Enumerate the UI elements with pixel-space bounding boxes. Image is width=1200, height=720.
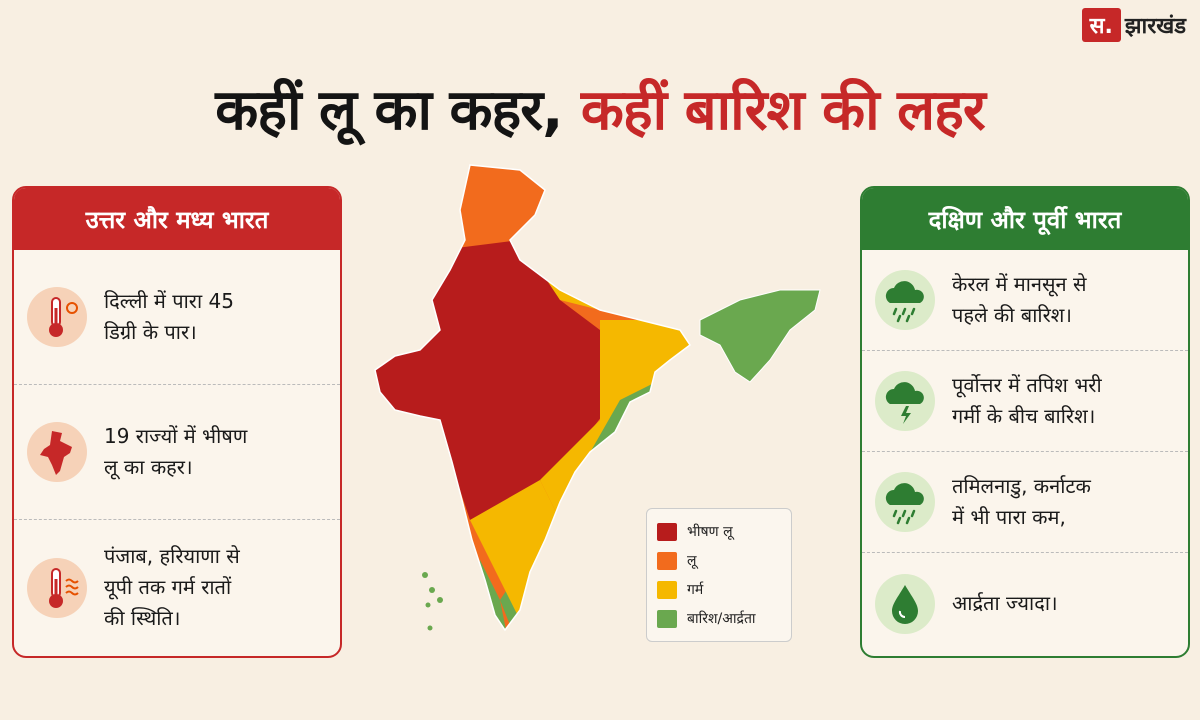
icon [875,472,935,532]
map-outline [374,164,692,632]
item-text: केरल में मानसून से पहले की बारिश। [952,269,1087,331]
title-part: कहीं बारिश की लहर [580,78,986,143]
text-line: केरल में मानसून से [952,272,1087,296]
text-line: लू का कहर। [104,455,193,479]
legend-entry: लू [657,546,781,575]
right-panel: दक्षिण और पूर्वी भारत केरल में मानसून से… [860,186,1190,658]
item: केरल में मानसून से पहले की बारिश। [862,250,1188,351]
text-line: आर्द्रता ज्यादा। [952,591,1058,615]
title-part: कहीं लू का कहर, [215,78,563,143]
islands [422,572,443,631]
text-line: पहले की बारिश। [952,303,1072,327]
icon [27,287,87,347]
logo: स. झारखंड [1081,8,1186,42]
title: कहीं लू का कहर, कहीं बारिश की लहर [0,70,1200,146]
icon [27,422,87,482]
text-line: डिग्री के पार। [104,320,197,344]
map [374,164,821,632]
item-text: तमिलनाडु, कर्नाटक में भी पारा कम, [952,471,1091,533]
legend-swatch [657,522,677,541]
icon [875,573,935,634]
legend-entry: भीषण लू [657,517,781,546]
text-line: की स्थिति। [104,606,181,630]
legend-label: गर्म [687,582,704,598]
item: आर्द्रता ज्यादा। [862,553,1188,654]
text-line: तमिलनाडु, कर्नाटक [952,474,1091,498]
icon [875,371,935,431]
item-text: पूर्वोत्तर में तपिश भरी गर्मी के बीच बारि… [952,370,1102,432]
legend-label: बारिश/आर्द्रता [687,611,756,627]
legend-swatch [657,580,677,599]
northeast-region [699,289,821,383]
text-line: यूपी तक गर्म रातों [104,575,232,599]
icon [27,557,87,618]
legend-label: लू [687,553,697,569]
left-panel: उत्तर और मध्य भारत दिल्ली में पारा 45 डिग… [12,186,342,658]
item-text: आर्द्रता ज्यादा। [952,588,1058,619]
icon [875,270,935,330]
item: तमिलनाडु, कर्नाटक में भी पारा कम, [862,452,1188,553]
item: 19 राज्यों में भीषण लू का कहर। [14,385,340,520]
legend-label: भीषण लू [687,524,733,540]
item: पंजाब, हरियाणा से यूपी तक गर्म रातों की स्… [14,520,340,655]
logo-name: झारखंड [1124,14,1186,39]
text-line: पंजाब, हरियाणा से [104,544,240,568]
legend: भीषण लू लू गर्म बारिश/आर्द्रता [646,508,792,642]
item-text: पंजाब, हरियाणा से यूपी तक गर्म रातों की स्… [104,541,240,634]
item-text: दिल्ली में पारा 45 डिग्री के पार। [104,286,234,348]
text-line: पूर्वोत्तर में तपिश भरी [952,373,1102,397]
legend-swatch [657,551,677,570]
text-line: में भी पारा कम, [952,505,1066,529]
panel-heading: उत्तर और मध्य भारत [14,188,340,250]
panel-heading: दक्षिण और पूर्वी भारत [862,188,1188,250]
legend-swatch [657,609,677,628]
text-line: 19 राज्यों में भीषण [104,424,248,448]
item: पूर्वोत्तर में तपिश भरी गर्मी के बीच बारि… [862,351,1188,452]
text-line: गर्मी के बीच बारिश। [952,404,1096,428]
legend-entry: बारिश/आर्द्रता [657,604,781,633]
item-text: 19 राज्यों में भीषण लू का कहर। [104,421,247,483]
legend-entry: गर्म [657,575,781,604]
text-line: दिल्ली में पारा 45 [104,289,234,313]
item: दिल्ली में पारा 45 डिग्री के पार। [14,250,340,385]
logo-mark: स. [1081,8,1121,42]
